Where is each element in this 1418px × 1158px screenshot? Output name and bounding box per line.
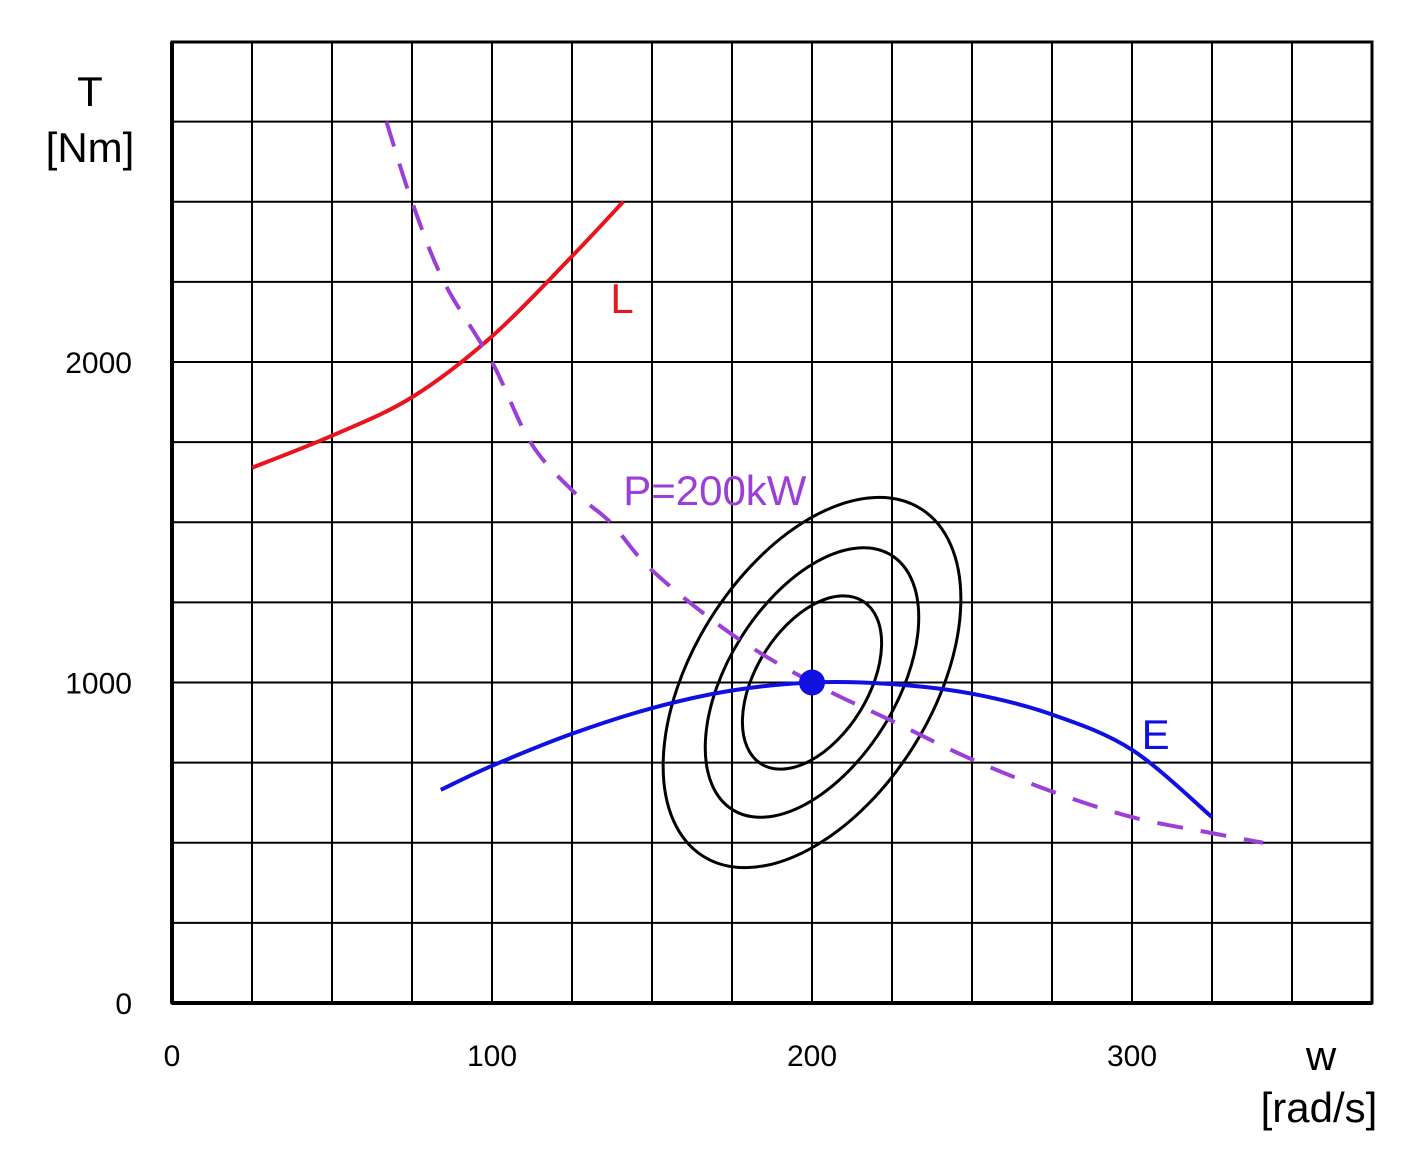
x-tick-label: 300: [1107, 1040, 1157, 1073]
x-tick-label: 100: [467, 1040, 517, 1073]
y-tick-labels: 0 1000 2000: [65, 347, 132, 1021]
series-line-2: [384, 121, 1264, 845]
curve-label: P=200kW: [623, 467, 807, 514]
x-tick-label: 0: [164, 1040, 181, 1073]
contour-ring-3: [740, 594, 884, 771]
y-tick-label: 1000: [65, 668, 132, 701]
curve-labels: L P=200kW E: [610, 275, 1169, 758]
y-tick-label: 0: [115, 988, 132, 1021]
x-tick-label: 200: [787, 1040, 837, 1073]
series-line-1: [251, 200, 625, 470]
contour-ring-1: [661, 495, 963, 870]
y-axis-label: T: [77, 68, 103, 115]
x-axis-unit: [rad/s]: [1261, 1084, 1378, 1131]
grid: [172, 42, 1372, 1003]
contour-ring-2: [703, 546, 921, 819]
curve-label: E: [1142, 711, 1170, 758]
y-axis-unit: [Nm]: [46, 124, 135, 171]
markers: [799, 669, 825, 696]
operating-point-marker: [799, 669, 825, 696]
y-tick-label: 2000: [65, 347, 132, 380]
contour-rings: [661, 495, 963, 870]
x-tick-labels: 0 100 200 300: [164, 1040, 1157, 1073]
plot-frame: [170, 40, 1374, 1005]
curve-label: L: [610, 275, 633, 322]
x-axis-label: w: [1305, 1032, 1337, 1079]
